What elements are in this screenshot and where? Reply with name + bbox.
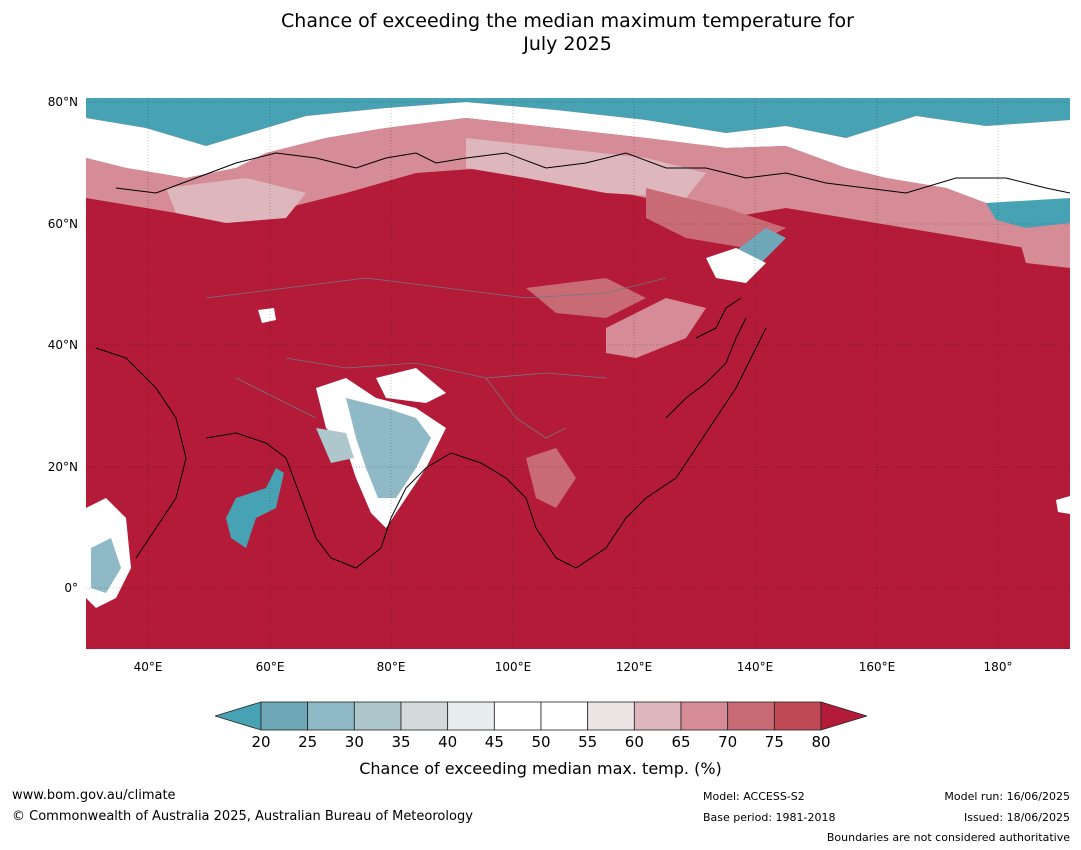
aral-white-spot bbox=[258, 308, 276, 323]
colorbar-tick-label: 55 bbox=[578, 733, 598, 751]
lon-label-80e: 80°E bbox=[376, 660, 406, 674]
colorbar-tick-label: 75 bbox=[764, 733, 784, 751]
colorbar-label: Chance of exceeding median max. temp. (%… bbox=[359, 759, 722, 778]
country-borders bbox=[205, 277, 667, 439]
lon-label-160e: 160°E bbox=[858, 660, 896, 674]
lon-label-40e: 40°E bbox=[133, 660, 163, 674]
colorbar-tick-label: 35 bbox=[391, 733, 411, 751]
lon-label-60e: 60°E bbox=[255, 660, 285, 674]
arabian-sea-cool bbox=[226, 468, 284, 548]
lon-label-180: 180° bbox=[983, 660, 1013, 674]
lat-label-40n: 40°N bbox=[47, 338, 78, 352]
colorbar-extend-low bbox=[215, 701, 262, 731]
mongolia-pink bbox=[526, 278, 646, 318]
colorbar-tick-label: 25 bbox=[298, 733, 318, 751]
disclaimer-text: Boundaries are not considered authoritat… bbox=[826, 831, 1070, 844]
title-line-2: July 2025 bbox=[523, 33, 612, 55]
colorbar-tick-label: 70 bbox=[718, 733, 738, 751]
kamchatka-cool bbox=[986, 198, 1070, 228]
base-period-text: Base period: 1981-2018 bbox=[703, 811, 836, 824]
arctic-cool-region bbox=[86, 98, 1070, 146]
colorbar-tick-label: 40 bbox=[438, 733, 458, 751]
lon-label-100e: 100°E bbox=[494, 660, 532, 674]
probability-map bbox=[86, 98, 1070, 649]
colorbar-tick-label: 20 bbox=[251, 733, 271, 751]
lat-label-60n: 60°N bbox=[47, 217, 78, 231]
tibet-white bbox=[376, 368, 446, 403]
siberia-light-pink bbox=[466, 138, 706, 198]
colorbar-tick-label: 60 bbox=[624, 733, 644, 751]
colorbar-tick-label: 30 bbox=[344, 733, 364, 751]
colorbar-segment bbox=[400, 701, 449, 731]
colorbar-tick-label: 45 bbox=[484, 733, 504, 751]
model-text: Model: ACCESS-S2 bbox=[703, 790, 805, 803]
colorbar-segment bbox=[260, 701, 309, 731]
map-title: Chance of exceeding the median maximum t… bbox=[0, 10, 1081, 56]
colorbar-segment bbox=[447, 701, 495, 731]
colorbar-segment bbox=[587, 701, 635, 731]
eastern-edge-pink bbox=[1016, 228, 1070, 268]
lon-label-140e: 140°E bbox=[736, 660, 774, 674]
coastlines bbox=[95, 152, 1070, 569]
colorbar-segment bbox=[540, 701, 589, 731]
lat-label-0: 0° bbox=[64, 581, 78, 595]
colorbar-tick-label: 65 bbox=[671, 733, 691, 751]
copyright-text: © Commonwealth of Australia 2025, Austra… bbox=[12, 809, 473, 824]
colorbar-segment bbox=[493, 701, 542, 731]
pacific-white-patch bbox=[1056, 496, 1070, 514]
lat-label-20n: 20°N bbox=[47, 460, 78, 474]
colorbar-segment bbox=[307, 701, 355, 731]
india-light bbox=[316, 428, 354, 463]
arctic-white-band bbox=[86, 102, 1070, 218]
title-line-1: Chance of exceeding the median maximum t… bbox=[281, 10, 854, 32]
colorbar-segment bbox=[633, 701, 682, 731]
okhotsk-white bbox=[706, 248, 766, 283]
india-cool-blue bbox=[346, 398, 431, 498]
west-siberia-light bbox=[166, 178, 306, 223]
arctic-pink-band bbox=[86, 118, 1070, 258]
graticule bbox=[86, 98, 1070, 649]
issued-text: Issued: 18/06/2025 bbox=[963, 811, 1070, 824]
colorbar bbox=[215, 701, 867, 731]
colorbar-segment bbox=[727, 701, 775, 731]
colorbar-extend-high bbox=[820, 701, 867, 731]
manchuria-pink bbox=[606, 298, 706, 358]
colorbar-segment bbox=[353, 701, 402, 731]
colorbar-segment bbox=[773, 701, 822, 731]
east-africa-blue bbox=[91, 538, 121, 593]
east-pink-patch bbox=[646, 188, 786, 248]
lon-label-120e: 120°E bbox=[615, 660, 653, 674]
website-text: www.bom.gov.au/climate bbox=[12, 788, 176, 803]
colorbar-segment bbox=[680, 701, 729, 731]
colorbar-tick-label: 80 bbox=[811, 733, 831, 751]
lat-label-80n: 80°N bbox=[47, 95, 78, 109]
indochina-pink bbox=[526, 448, 576, 508]
colorbar-tick-label: 50 bbox=[531, 733, 551, 751]
model-run-text: Model run: 16/06/2025 bbox=[944, 790, 1070, 803]
